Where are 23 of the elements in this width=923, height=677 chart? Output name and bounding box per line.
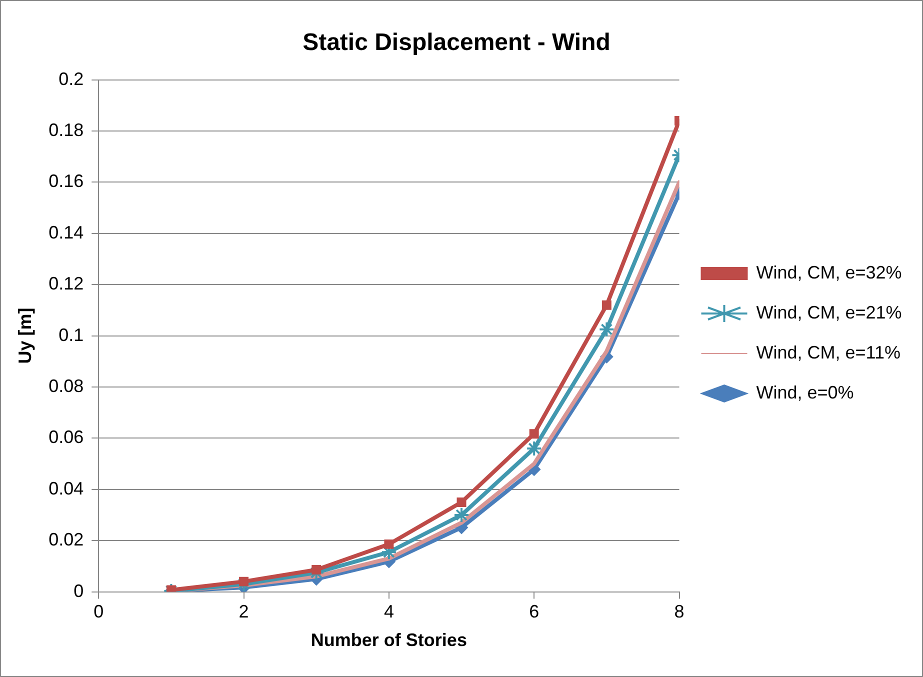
legend-label: Wind, CM, e=21% bbox=[756, 302, 902, 322]
y-tick-label: 0.1 bbox=[58, 324, 84, 345]
y-tick-label: 0.14 bbox=[48, 222, 84, 242]
legend-label: Wind, e=0% bbox=[756, 382, 854, 402]
x-axis-title: Number of Stories bbox=[310, 630, 467, 650]
x-tick-label: 6 bbox=[529, 602, 540, 622]
x-tick-label: 4 bbox=[384, 602, 394, 622]
y-axis-title: Uy [m] bbox=[14, 308, 35, 364]
y-tick-label: 0 bbox=[74, 580, 84, 601]
legend-label: Wind, CM, e=11% bbox=[756, 342, 900, 362]
y-tick-label: 0.2 bbox=[58, 68, 84, 89]
x-tick-label: 0 bbox=[94, 602, 104, 622]
x-tick-label: 2 bbox=[238, 602, 249, 622]
y-tick-label: 0.12 bbox=[48, 274, 84, 294]
legend-label: Wind, CM, e=32% bbox=[756, 262, 902, 282]
y-tick-label: 0.08 bbox=[48, 376, 84, 396]
y-tick-label: 0.16 bbox=[48, 171, 84, 192]
y-tick-label: 0.02 bbox=[48, 530, 84, 550]
x-tick-label: 8 bbox=[674, 602, 684, 622]
y-tick-label: 0.06 bbox=[48, 427, 84, 448]
chart-title: Static Displacement - Wind bbox=[302, 29, 610, 56]
y-tick-label: 0.04 bbox=[48, 478, 84, 498]
y-tick-label: 0.18 bbox=[48, 120, 84, 140]
